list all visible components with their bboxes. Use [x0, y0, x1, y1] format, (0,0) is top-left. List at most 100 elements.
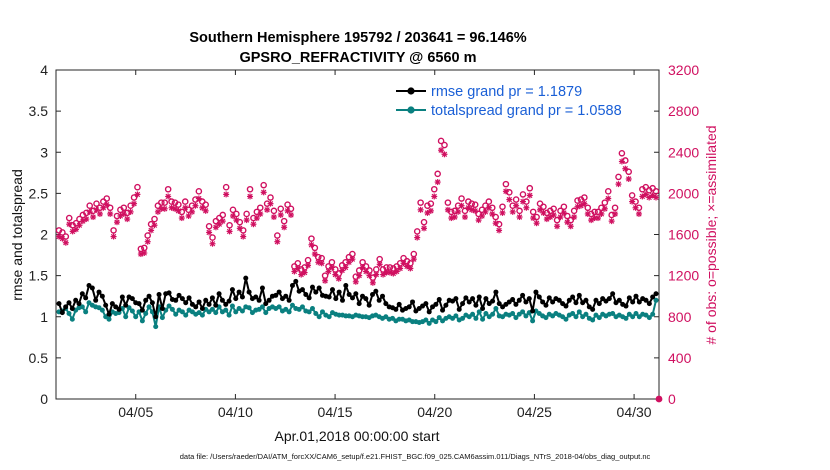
- obs-possible-point: [161, 199, 169, 206]
- obs-assimilated-point: [472, 207, 479, 214]
- obs-possible-point: [601, 199, 609, 206]
- rmse-point: [299, 287, 305, 293]
- rmse-point: [129, 296, 135, 302]
- x-tick-label: 04/05: [118, 404, 153, 420]
- rmse-point: [410, 299, 416, 305]
- obs-assimilated-point: [441, 151, 448, 158]
- obs-possible-point: [311, 244, 319, 252]
- totalspread-point: [426, 320, 432, 326]
- obs-assimilated-point: [366, 272, 373, 279]
- totalspread-point: [133, 314, 139, 320]
- totalspread-point: [159, 315, 165, 321]
- obs-assimilated-point: [253, 215, 260, 222]
- obs-assimilated-point: [86, 208, 93, 215]
- rmse-point: [303, 292, 309, 298]
- obs-possible-point: [243, 210, 250, 218]
- obs-assimilated-point: [318, 260, 325, 267]
- rmse-point: [283, 293, 289, 299]
- obs-assimilated-point: [202, 207, 209, 214]
- rmse-point: [363, 296, 369, 302]
- obs-possible-point: [181, 198, 189, 205]
- rmse-point: [393, 306, 399, 312]
- rmse-point: [266, 297, 272, 303]
- obs-assimilated-point: [294, 265, 301, 272]
- x-tick-label: 04/15: [318, 404, 353, 420]
- obs-assimilated-point: [444, 206, 451, 213]
- obs-possible-point: [175, 201, 182, 208]
- totalspread-point: [246, 305, 252, 311]
- obs-assimilated-point: [127, 208, 134, 215]
- totalspread-point: [259, 304, 265, 310]
- rmse-point: [59, 310, 65, 316]
- rmse-point: [263, 301, 269, 307]
- obs-possible-point: [499, 203, 506, 211]
- obs-possible-point: [280, 217, 288, 225]
- rmse-point: [73, 297, 79, 303]
- rmse-point: [460, 301, 466, 307]
- rmse-point: [406, 304, 412, 310]
- obs-assimilated-point: [622, 165, 629, 172]
- obs-assimilated-point: [482, 208, 489, 215]
- obs-possible-point: [550, 205, 557, 213]
- obs-assimilated-point: [533, 220, 540, 227]
- left-tick-label: 0: [40, 391, 48, 407]
- chart-title-line2: GPSRO_REFRACTIVITY @ 6560 m: [239, 50, 476, 66]
- totalspread-point: [299, 304, 305, 310]
- obs-assimilated-point: [625, 175, 632, 182]
- obs-assimilated-point: [451, 214, 458, 221]
- rmse-point: [186, 295, 192, 301]
- rmse-point: [473, 302, 479, 308]
- obs-assimilated-point: [165, 193, 172, 200]
- obs-assimilated-point: [209, 240, 216, 247]
- right-tick-label: 0: [668, 391, 676, 407]
- rmse-point: [183, 300, 189, 306]
- rmse-point: [79, 291, 85, 297]
- obs-assimilated-point: [66, 221, 73, 228]
- rmse-point: [123, 302, 129, 308]
- right-axis-ticks: 0 400 800 1200 1600 2000 2400 2800 3200: [654, 62, 699, 407]
- obs-assimilated-point: [223, 191, 230, 198]
- obs-possible-point: [434, 170, 441, 178]
- obs-possible-point: [618, 149, 626, 157]
- rmse-point: [309, 284, 315, 290]
- rmse-point: [616, 297, 622, 303]
- rmse-point: [139, 307, 145, 313]
- obs-assimilated-point: [257, 210, 264, 217]
- rmse-point: [530, 308, 536, 314]
- obs-possible-point: [202, 201, 209, 208]
- x-axis-ticks: 04/05 04/10 04/15 04/20 04/25 04/30: [118, 70, 652, 420]
- obs-possible-point: [625, 168, 633, 176]
- rmse-point: [366, 302, 372, 308]
- rmse-point: [463, 295, 469, 301]
- obs-assimilated-point: [506, 196, 513, 203]
- rmse-point: [476, 294, 482, 300]
- obs-assimilated-point: [359, 264, 366, 271]
- totalspread-point: [286, 309, 292, 315]
- totalspread-point: [543, 315, 549, 321]
- obs-assimilated-point: [281, 224, 288, 231]
- rmse-point: [179, 296, 185, 302]
- rmse-point: [216, 291, 222, 297]
- rmse-point: [623, 303, 629, 309]
- rmse-point: [540, 299, 546, 305]
- obs-assimilated-point: [523, 204, 530, 211]
- obs-assimilated-point: [287, 211, 294, 218]
- obs-possible-point: [478, 206, 486, 214]
- totalspread-point: [199, 312, 205, 318]
- totalspread-point: [319, 309, 325, 315]
- obs-possible-point: [219, 211, 227, 219]
- obs-assimilated-point: [615, 181, 622, 188]
- totalspread-point: [223, 307, 229, 313]
- rmse-point: [590, 306, 596, 312]
- totalspread-point: [326, 314, 332, 320]
- totalspread-point: [646, 315, 652, 321]
- obs-assimilated-point: [76, 222, 83, 229]
- rmse-point: [643, 297, 649, 303]
- rmse-point: [253, 294, 259, 300]
- rmse-point: [273, 292, 279, 298]
- y-axis-label-left: rmse and totalspread: [9, 169, 25, 301]
- rmse-point: [89, 285, 95, 291]
- obs-assimilated-point: [526, 192, 533, 199]
- obs-possible-point: [512, 196, 520, 203]
- rmse-point: [109, 301, 115, 307]
